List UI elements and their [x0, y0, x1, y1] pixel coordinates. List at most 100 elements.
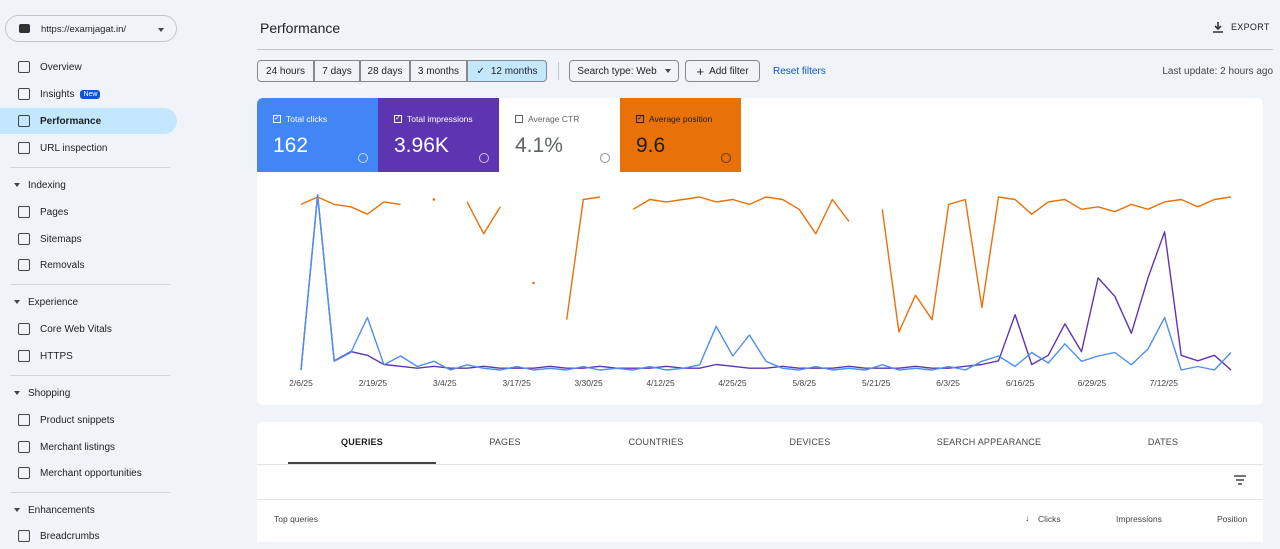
column-header[interactable]: ↓ Clicks [1025, 513, 1061, 524]
x-tick-label: 5/8/25 [792, 378, 816, 388]
nav-item[interactable]: HTTPS [0, 343, 177, 369]
nav-label: HTTPS [40, 350, 73, 362]
column-label: Impressions [1116, 514, 1162, 524]
nav-label: Product snippets [40, 414, 115, 426]
x-tick-label: 4/25/25 [718, 378, 747, 388]
badge: New [80, 89, 101, 99]
plus-icon: + [696, 63, 705, 79]
reset-filters[interactable]: Reset filters [773, 66, 826, 77]
range-label: 7 days [322, 65, 352, 77]
x-tick-label: 3/30/25 [574, 378, 603, 388]
column-label: Clicks [1038, 514, 1061, 524]
range-button[interactable]: 24 hours [257, 60, 314, 82]
nav-item[interactable]: Merchant listings [0, 434, 177, 460]
section-label: Indexing [28, 179, 66, 191]
metric-label: Average CTR [528, 114, 580, 124]
metric-tile[interactable]: ✓ Total impressions 3.96K [378, 98, 499, 172]
x-tick-label: 2/6/25 [289, 378, 313, 388]
nav-item[interactable]: Insights New [0, 81, 177, 107]
help-icon [479, 153, 489, 163]
nav-item[interactable]: URL inspection [0, 135, 177, 161]
tab[interactable]: DATES [1147, 437, 1179, 447]
nav-icon [18, 88, 30, 100]
nav-icon [18, 441, 30, 453]
divider [10, 492, 170, 493]
table-card [257, 422, 1263, 542]
tab[interactable]: PAGES [489, 437, 521, 447]
nav-section[interactable]: Indexing [0, 172, 177, 198]
tab[interactable]: SEARCH APPEARANCE [936, 437, 1042, 447]
nav-item[interactable]: Core Web Vitals [0, 316, 177, 342]
range-label: 3 months [417, 65, 460, 77]
nav-item[interactable]: Merchant opportunities [0, 460, 177, 486]
range-button[interactable]: 28 days [360, 60, 410, 82]
nav-label: Core Web Vitals [40, 323, 112, 335]
nav-label: Merchant listings [40, 441, 116, 453]
dropdown-caret [158, 28, 164, 32]
column-header[interactable]: Impressions [1116, 514, 1162, 524]
column-header[interactable]: Position [1217, 514, 1247, 524]
metric-label: Average position [649, 114, 713, 124]
add-filter-label: Add filter [709, 65, 749, 77]
nav-section[interactable]: Enhancements [0, 497, 177, 523]
caret [14, 508, 20, 512]
nav-icon [18, 259, 30, 271]
metric-value: 162 [273, 134, 309, 157]
nav-item[interactable]: Removals [0, 252, 177, 278]
nav-icon [18, 115, 30, 127]
tab[interactable]: DEVICES [789, 437, 831, 447]
x-tick-label: 7/12/25 [1150, 378, 1179, 388]
table-title: Top queries [274, 514, 318, 524]
checkbox [515, 115, 523, 123]
metric-tile[interactable]: Average CTR 4.1% [499, 98, 620, 172]
x-tick-label: 5/21/25 [862, 378, 891, 388]
section-label: Enhancements [28, 504, 95, 516]
nav-section[interactable]: Experience [0, 289, 177, 315]
x-tick-label: 6/16/25 [1006, 378, 1035, 388]
range-button[interactable]: ✓ 12 months [467, 60, 547, 82]
nav-label: Sitemaps [40, 233, 82, 245]
tab[interactable]: COUNTRIES [628, 437, 684, 447]
nav-item[interactable]: Overview [0, 54, 177, 80]
divider [10, 375, 170, 376]
last-update: Last update: 2 hours ago [1162, 66, 1273, 77]
export-button[interactable]: EXPORT [1212, 21, 1270, 33]
x-tick-label: 3/17/25 [503, 378, 532, 388]
metric-tile[interactable]: ✓ Total clicks 162 [257, 98, 378, 172]
nav-item[interactable]: Breadcrumbs [0, 523, 177, 549]
sort-arrow: ↓ [1025, 513, 1030, 523]
metric-tile[interactable]: ✓ Average position 9.6 [620, 98, 741, 172]
range-label: 24 hours [266, 65, 305, 77]
nav-item[interactable]: Product snippets [0, 407, 177, 433]
property-selector[interactable]: https://examjagat.in/ [5, 15, 177, 42]
tab[interactable]: QUERIES [341, 437, 383, 447]
range-button[interactable]: 3 months [410, 60, 467, 82]
tab-indicator [288, 462, 436, 464]
nav-icon [18, 233, 30, 245]
range-label: 12 months [490, 65, 538, 77]
nav-section[interactable]: Shopping [0, 380, 177, 406]
nav-item[interactable]: Performance [0, 108, 177, 134]
nav-item[interactable]: Pages [0, 199, 177, 225]
range-button[interactable]: 7 days [314, 60, 360, 82]
nav-label: URL inspection [40, 142, 108, 154]
x-tick-label: 4/12/25 [646, 378, 675, 388]
nav-label: Removals [40, 259, 85, 271]
search-type-button[interactable]: Search type: Web [569, 60, 679, 82]
section-label: Experience [28, 296, 79, 308]
page: { "property": "https://examjagat.in/", "… [0, 15, 1273, 542]
check-icon: ✓ [476, 65, 485, 77]
point [532, 281, 535, 285]
divider [10, 167, 170, 168]
nav-icon [18, 323, 30, 335]
nav-icon [18, 142, 30, 154]
metric-label-row: ✓ Total impressions [394, 114, 499, 124]
metric-value: 3.96K [394, 134, 449, 157]
add-filter-button[interactable]: + Add filter [685, 60, 760, 82]
filter-icon[interactable] [1233, 474, 1247, 486]
caret [14, 183, 20, 187]
nav-label: Overview [40, 61, 82, 73]
help-icon [358, 153, 368, 163]
nav-item[interactable]: Sitemaps [0, 226, 177, 252]
header-divider [257, 49, 1273, 50]
